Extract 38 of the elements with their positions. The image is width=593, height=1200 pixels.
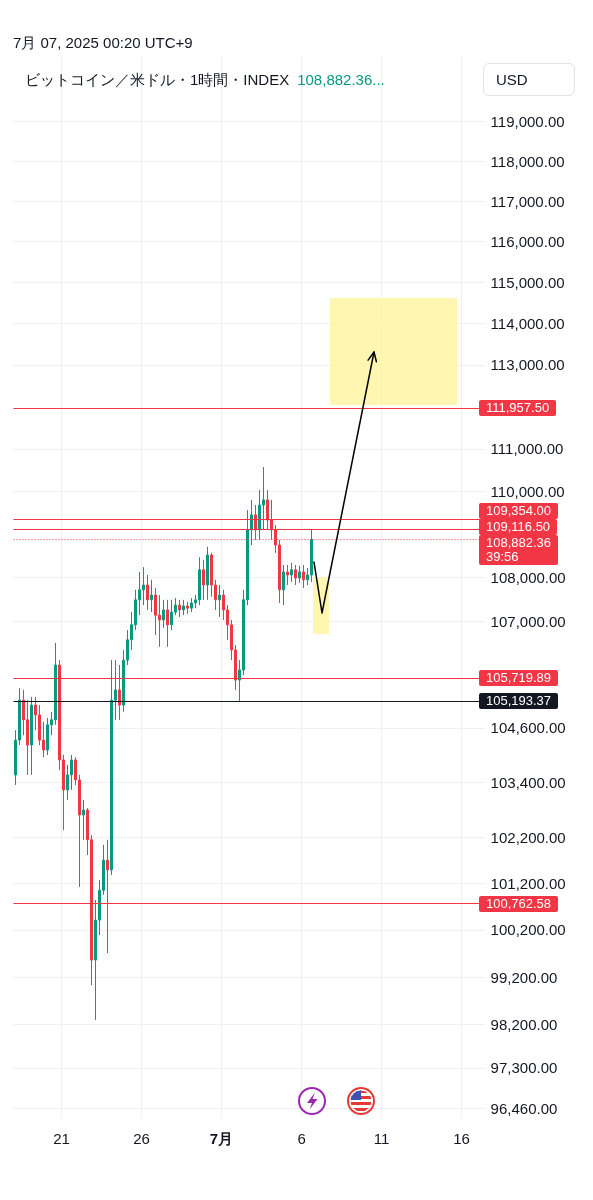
ref-line-label: 109,116.50 xyxy=(479,518,558,535)
y-tick-label: 102,200.00 xyxy=(490,828,566,846)
y-tick-label: 103,400.00 xyxy=(490,773,566,791)
y-tick-label: 96,460.00 xyxy=(490,1100,558,1118)
ref-line-label: 108,882.36 39:56 xyxy=(479,534,559,565)
ref-line-label: 109,354.00 xyxy=(479,502,559,519)
y-tick-label: 113,000.00 xyxy=(490,356,565,374)
text: 7月 07, 2025 00:20 UTC+9 xyxy=(13,34,193,52)
x-tick-label: 16 xyxy=(453,1130,470,1147)
y-tick-label: 108,000.00 xyxy=(490,569,566,587)
y-tick-label: 100,200.00 xyxy=(490,921,566,939)
y-tick-label: 104,600.00 xyxy=(490,719,566,737)
y-tick-label: 99,200.00 xyxy=(490,968,558,986)
x-tick-label: 26 xyxy=(133,1130,150,1147)
y-tick-label: 119,000.00 xyxy=(490,113,565,131)
ref-line-label: 111,957.50 xyxy=(479,400,557,417)
y-tick-label: 115,000.00 xyxy=(490,273,565,291)
x-tick-label: 11 xyxy=(373,1130,390,1147)
text: ビットコイン／米ドル・1時間・INDEX xyxy=(25,71,290,88)
y-tick-label: 118,000.00 xyxy=(490,152,565,170)
ref-line-label: 105,193.37 xyxy=(479,693,559,710)
y-tick-label: 117,000.00 xyxy=(490,192,565,210)
y-tick-label: 110,000.00 xyxy=(490,482,565,500)
y-tick-label: 114,000.00 xyxy=(490,314,565,332)
y-tick-label: 101,200.00 xyxy=(490,874,566,892)
y-tick-label: 116,000.00 xyxy=(490,233,565,251)
x-tick-label: 6 xyxy=(297,1130,306,1147)
x-tick-label: 21 xyxy=(53,1130,70,1147)
y-axis-title: USD xyxy=(496,71,528,88)
ref-line-label: 100,762.58 xyxy=(479,895,559,912)
y-tick-label: 107,000.00 xyxy=(490,612,566,630)
y-tick-label: 97,300.00 xyxy=(490,1059,558,1077)
x-tick-label: 7月 xyxy=(209,1130,234,1147)
ref-line-label: 105,719.89 xyxy=(479,669,559,686)
unit-box: USD xyxy=(483,63,575,96)
y-tick-label: 111,000.00 xyxy=(490,440,564,458)
y-tick-label: 98,200.00 xyxy=(490,1016,558,1034)
text: 108,882.36... xyxy=(297,71,385,88)
